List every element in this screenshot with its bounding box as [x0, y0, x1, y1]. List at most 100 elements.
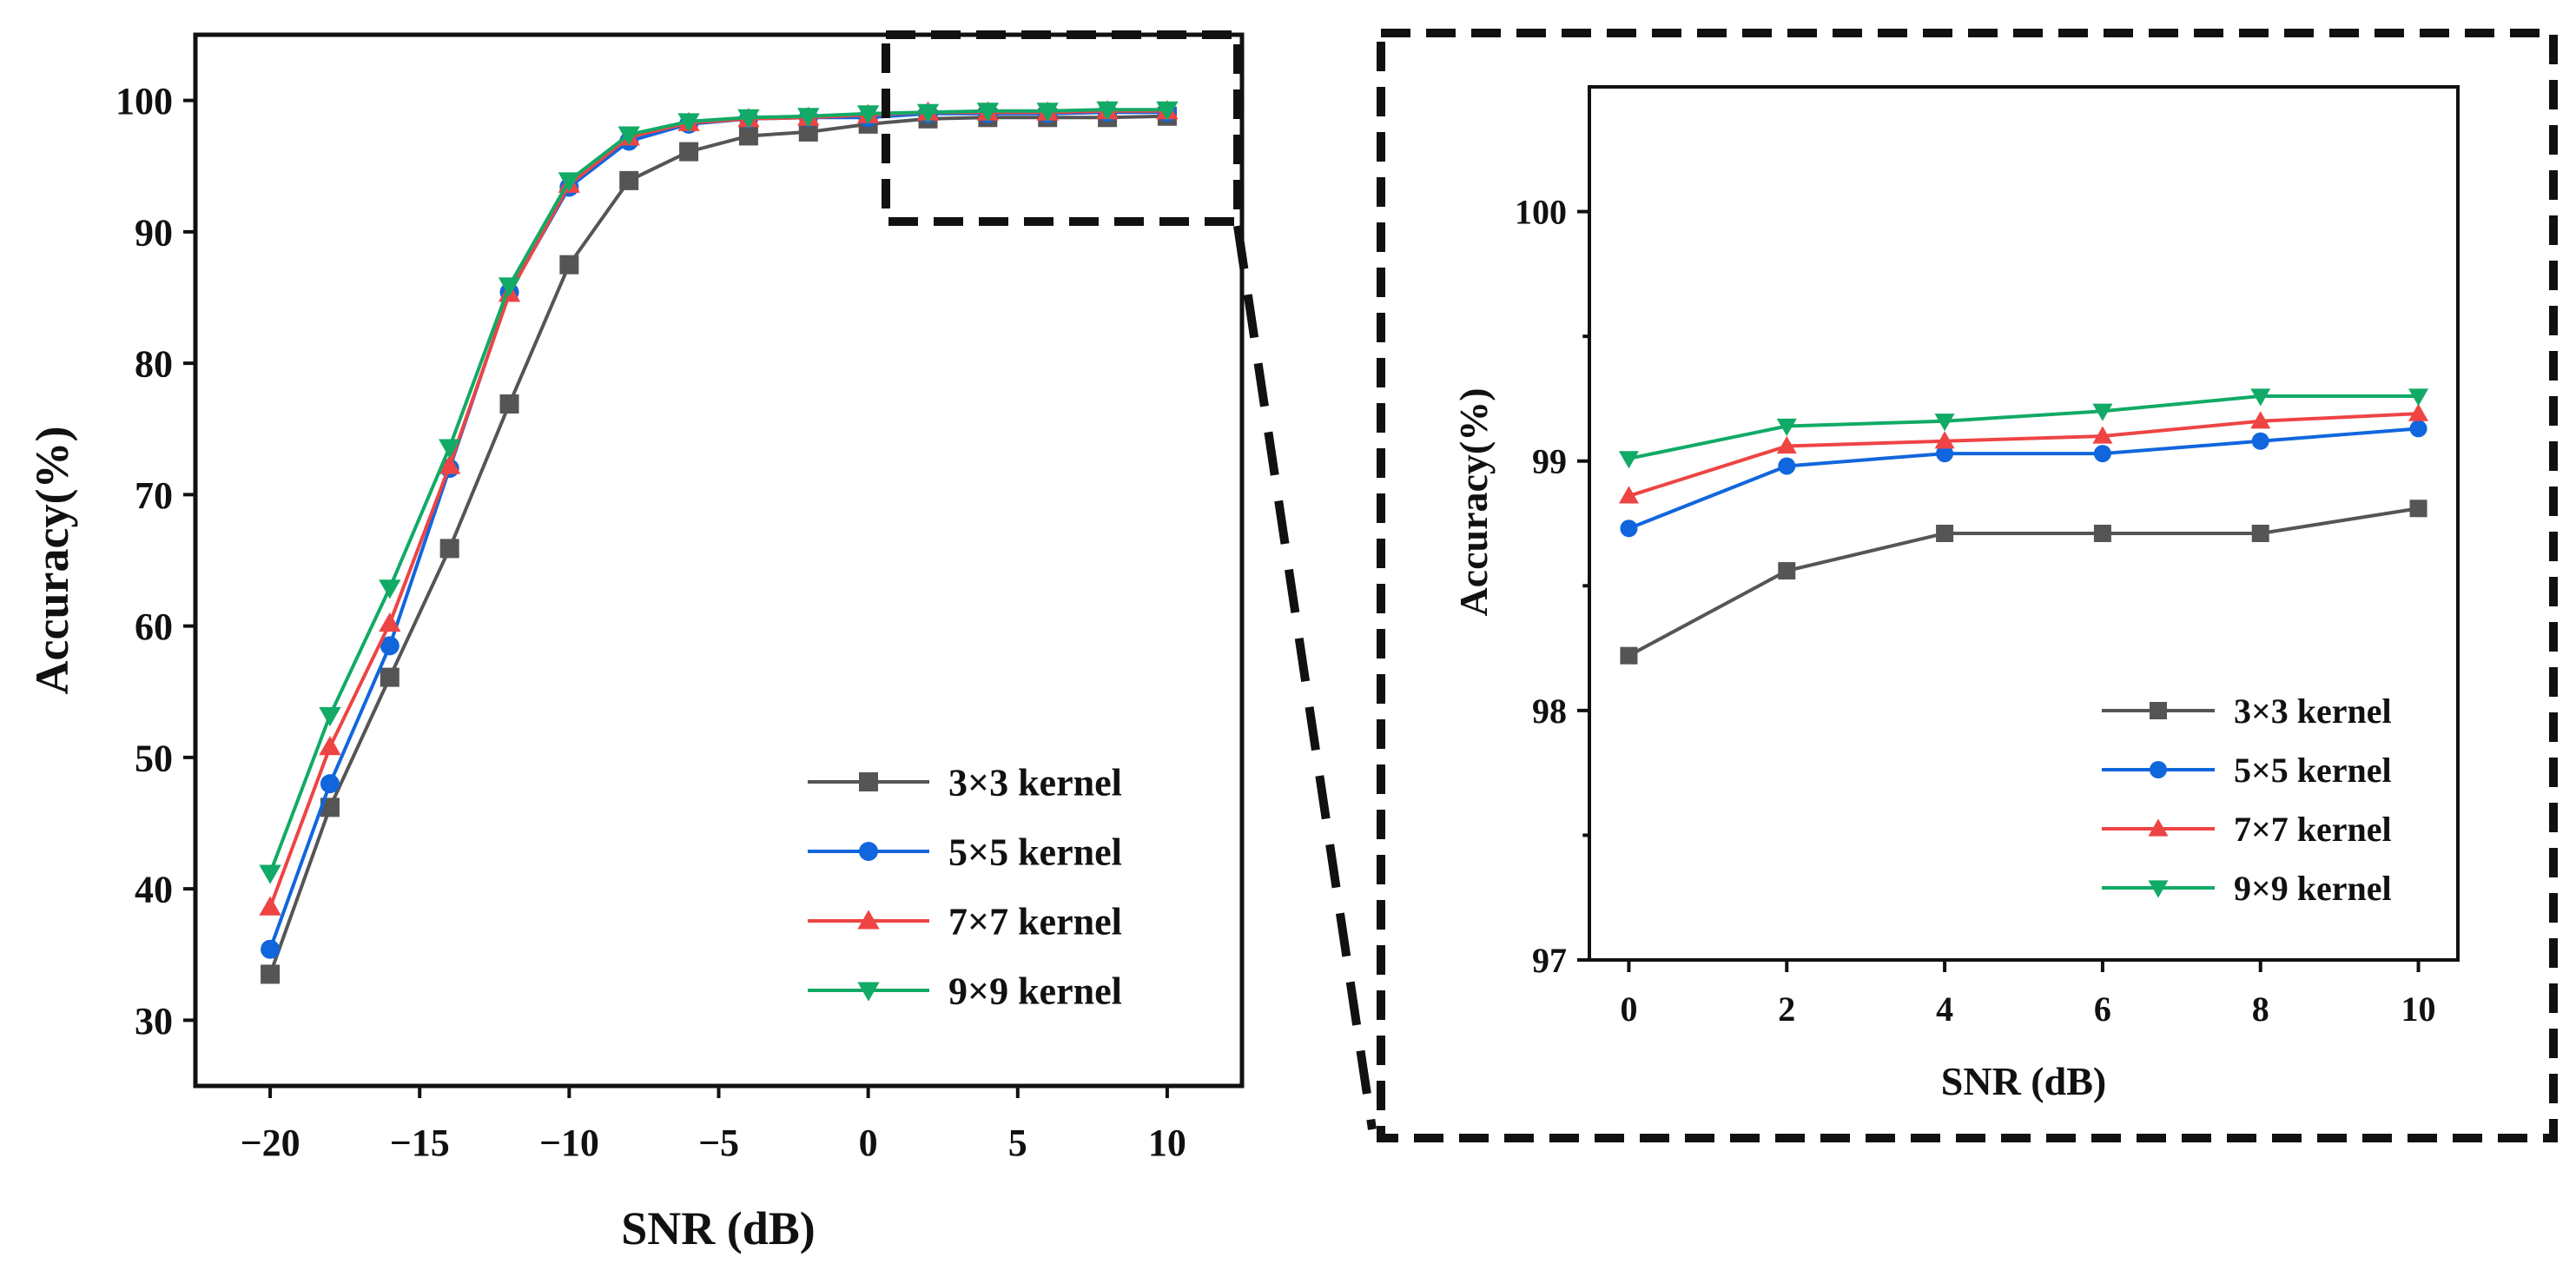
- zoom-data-point: [1620, 646, 1638, 665]
- main-legend-label: 7×7 kernel: [948, 900, 1122, 943]
- zoom-data-point: [2093, 445, 2111, 463]
- main-legend-item: 9×9 kernel: [808, 970, 1122, 1012]
- main-x-tick-label: 0: [859, 1122, 878, 1164]
- zoom-data-point: [1934, 414, 1955, 432]
- main-x-tick-label: 5: [1008, 1122, 1027, 1164]
- main-data-point: [261, 964, 281, 984]
- main-y-tick-label: 40: [135, 869, 173, 911]
- zoom-data-point: [1778, 457, 1796, 475]
- zoom-x-tick-label: 10: [2401, 989, 2436, 1029]
- zoom-series-1: [1620, 500, 2427, 665]
- zoom-data-point: [2092, 426, 2113, 444]
- main-legend-item: 5×5 kernel: [808, 831, 1122, 873]
- zoom-data-point: [2409, 420, 2427, 438]
- main-legend: 3×3 kernel 5×5 kernel 7×7 kernel 9×9 kernel: [808, 761, 1122, 1012]
- zoom-series-3: [1618, 403, 2429, 504]
- main-legend-label: 3×3 kernel: [948, 761, 1122, 804]
- zoom-data-point: [2408, 403, 2429, 421]
- main-y-tick-label: 90: [135, 211, 173, 254]
- main-data-point: [856, 105, 880, 125]
- main-data-point: [1096, 101, 1119, 121]
- zoom-data-point: [1936, 445, 1954, 463]
- main-data-point: [379, 612, 401, 632]
- main-x-tick-label: −10: [539, 1122, 599, 1164]
- main-x-tick-label: −5: [698, 1122, 739, 1164]
- zoom-x-tick-label: 4: [1936, 989, 1953, 1029]
- zoom-chart: 0 2 4 6 8 10 97 98 99 100 3×3 kernel 5×5 kernel 7×…: [1451, 85, 2460, 1103]
- main-x-axis: −20 −15 −10 −5 0 5 10: [241, 1086, 1186, 1164]
- zoom-indicator: [882, 29, 2558, 1142]
- zoom-series-4: [1618, 388, 2429, 469]
- main-series-line: [268, 114, 1167, 976]
- main-legend-item: 7×7 kernel: [808, 900, 1122, 943]
- zoom-data-point: [1776, 435, 1797, 454]
- zoom-connector-line: [1233, 225, 1377, 1130]
- zoom-data-point: [2250, 388, 2271, 407]
- main-data-point: [259, 896, 281, 916]
- main-data-point: [559, 255, 579, 275]
- main-legend-label: 9×9 kernel: [948, 970, 1122, 1012]
- main-data-point: [738, 126, 758, 146]
- zoom-x-axis-title: SNR (dB): [1941, 1059, 2106, 1103]
- zoom-x-tick-label: 2: [1778, 989, 1795, 1029]
- main-data-point: [261, 939, 281, 959]
- main-legend-marker: [859, 772, 878, 791]
- zoom-data-point: [1618, 486, 1639, 504]
- zoom-data-point: [2251, 524, 2269, 542]
- zoom-legend-item: 7×7 kernel: [2102, 810, 2392, 849]
- main-chart: −20 −15 −10 −5 0 5 10 30 40 50 60 70 80 90 100 3×3 ke…: [26, 32, 1245, 1254]
- zoom-data-point: [1934, 431, 1955, 449]
- zoom-legend-label: 3×3 kernel: [2234, 692, 2392, 731]
- main-data-point: [618, 126, 640, 146]
- zoom-series-line: [1628, 394, 2419, 460]
- zoom-legend-item: 9×9 kernel: [2102, 869, 2392, 908]
- zoom-x-axis: 0 2 4 6 8 10: [1620, 960, 2436, 1029]
- main-series-line: [268, 110, 1167, 950]
- zoom-series-line: [1628, 427, 2419, 531]
- zoom-data-point: [1620, 520, 1638, 538]
- zoom-data-point: [1776, 418, 1797, 437]
- main-data-point: [320, 798, 340, 817]
- main-data-point: [319, 736, 341, 756]
- main-data-point: [438, 454, 461, 474]
- zoom-y-tick-label: 97: [1532, 941, 1567, 980]
- main-y-axis-title: Accuracy(%): [26, 427, 78, 695]
- main-series-4: [259, 101, 1179, 884]
- zoom-legend-marker: [2150, 761, 2167, 778]
- main-data-point: [380, 667, 400, 687]
- zoom-series-line: [1628, 506, 2419, 658]
- main-data-point: [679, 142, 699, 162]
- main-data-point: [916, 103, 940, 123]
- main-y-tick-label: 70: [135, 474, 173, 517]
- zoom-data-point: [2250, 411, 2271, 429]
- zoom-data-point: [2408, 388, 2429, 407]
- main-data-point: [797, 108, 820, 128]
- main-data-point: [259, 864, 281, 884]
- zoom-y-axis: 97 98 99 100: [1515, 193, 1589, 980]
- main-y-tick-label: 80: [135, 343, 173, 386]
- main-legend-item: 3×3 kernel: [808, 761, 1122, 804]
- zoom-legend-marker: [2150, 702, 2167, 719]
- zoom-legend-label: 5×5 kernel: [2234, 751, 2392, 790]
- zoom-data-point: [2409, 500, 2427, 518]
- zoom-data-point: [1778, 562, 1796, 580]
- main-data-point: [737, 109, 760, 129]
- zoom-series-2: [1620, 420, 2427, 538]
- main-data-point: [558, 172, 581, 192]
- main-y-tick-label: 30: [135, 1000, 173, 1042]
- main-x-tick-label: 10: [1148, 1122, 1186, 1164]
- zoom-legend: 3×3 kernel 5×5 kernel 7×7 kernel 9×9 kernel: [2102, 692, 2392, 908]
- main-x-axis-title: SNR (dB): [621, 1202, 816, 1254]
- zoom-x-tick-label: 0: [1620, 989, 1637, 1029]
- zoom-legend-marker: [2148, 818, 2169, 837]
- main-data-point: [677, 113, 700, 133]
- main-data-point: [498, 277, 521, 297]
- main-y-tick-label: 60: [135, 606, 173, 648]
- zoom-legend-item: 5×5 kernel: [2102, 751, 2392, 790]
- main-y-tick-label: 100: [116, 80, 173, 122]
- zoom-data-point: [2092, 403, 2113, 421]
- zoom-y-tick-label: 100: [1515, 193, 1567, 232]
- main-data-point: [1156, 101, 1179, 121]
- main-data-point: [379, 579, 401, 599]
